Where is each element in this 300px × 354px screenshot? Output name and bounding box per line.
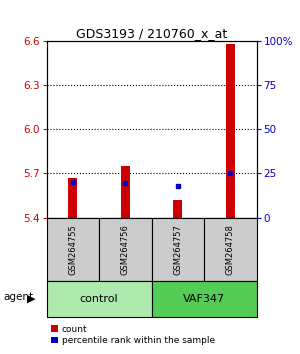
Bar xyxy=(152,218,204,281)
Bar xyxy=(46,218,99,281)
Bar xyxy=(99,218,152,281)
Text: GSM264758: GSM264758 xyxy=(226,224,235,275)
Text: GSM264756: GSM264756 xyxy=(121,224,130,275)
Text: agent: agent xyxy=(3,292,33,302)
Text: GSM264755: GSM264755 xyxy=(68,224,77,275)
Text: ▶: ▶ xyxy=(27,294,36,304)
Bar xyxy=(68,178,77,218)
Legend: count, percentile rank within the sample: count, percentile rank within the sample xyxy=(51,325,215,345)
Text: control: control xyxy=(80,294,118,304)
Bar xyxy=(226,44,235,218)
Bar xyxy=(46,281,152,317)
Bar xyxy=(121,166,130,218)
Text: GSM264757: GSM264757 xyxy=(173,224,182,275)
Title: GDS3193 / 210760_x_at: GDS3193 / 210760_x_at xyxy=(76,27,227,40)
Bar xyxy=(152,281,256,317)
Text: VAF347: VAF347 xyxy=(183,294,225,304)
Bar xyxy=(173,200,182,218)
Bar xyxy=(204,218,256,281)
